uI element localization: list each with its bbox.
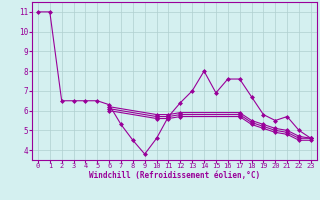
X-axis label: Windchill (Refroidissement éolien,°C): Windchill (Refroidissement éolien,°C)	[89, 171, 260, 180]
